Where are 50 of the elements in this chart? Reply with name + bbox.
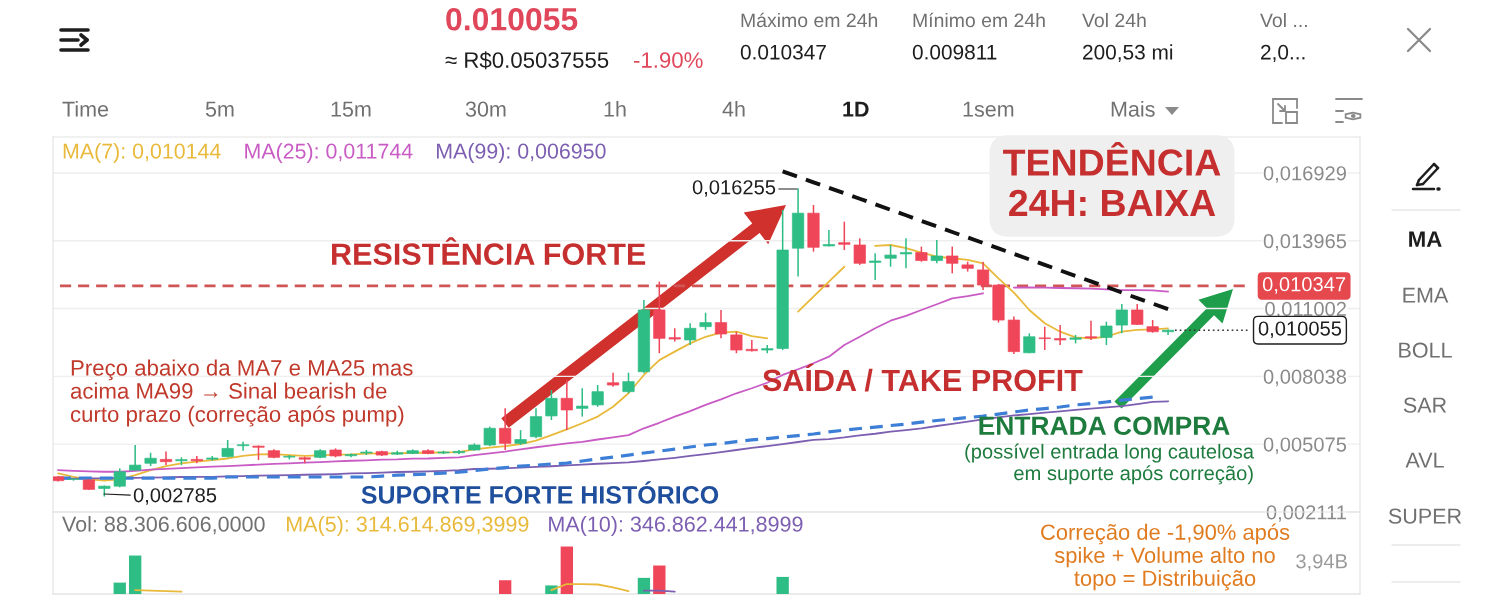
text: 1D [843, 101, 869, 117]
annotation: Correção de -1,90% após spike + Volume alto no topo = Distribuição [1041, 523, 1290, 591]
text: 5m [205, 101, 234, 117]
text: 0.009811 [912, 44, 997, 60]
text: 200,53 mi [1083, 44, 1173, 63]
text: AVL [1405, 452, 1444, 468]
ref-line-label: RESISTÊNCIA FORTE [332, 237, 646, 265]
annotation: 0,002785 [133, 488, 217, 505]
y-tick-label: 0,016929 [1263, 166, 1346, 183]
text: 1h [604, 100, 626, 117]
y-tick-label: 0,011002 [1265, 301, 1346, 319]
text: MA(7): 0,010144 [63, 143, 221, 163]
y-tick-label: 0,005075 [1263, 437, 1347, 455]
text: MA [1409, 231, 1442, 247]
text: 30m [465, 101, 506, 117]
text: 0.010347 [740, 44, 826, 60]
annotation: ENTRADA COMPRA [979, 416, 1230, 436]
y-tick-label: 0,008038 [1263, 369, 1347, 387]
text: SUPER [1388, 508, 1462, 524]
ref-line-label: 0,010055 [1258, 321, 1342, 339]
annotation: Preço abaixo da MA7 e MA25 mas acima MA99 → Sinal bearish de curto prazo (correção após pump) [70, 359, 413, 427]
text: 15m [331, 101, 371, 117]
text: Mais [1111, 100, 1155, 117]
text: 4h [722, 100, 745, 117]
annotation: SUPORTE FORTE HISTÓRICO [361, 481, 719, 504]
text: Mínimo em 24h [913, 12, 1045, 28]
y-tick-label: 0,002111 [1266, 505, 1346, 522]
text: BOLL [1399, 342, 1452, 358]
text: -1.90% [633, 52, 703, 68]
text: Vol ... [1260, 12, 1307, 28]
text: Máximo em 24h [741, 12, 878, 28]
text: Time [62, 100, 109, 117]
text: MA(5): 314.614.869,3999 [287, 515, 529, 537]
text: 0.010055 [446, 7, 578, 31]
annotation: (possível entrada long cautelosa em suporte após correção) [965, 443, 1255, 485]
text: 3,94B [1296, 554, 1347, 571]
text: MA(99): 0,006950 [437, 143, 606, 163]
text: 2,0... [1261, 44, 1305, 63]
text: Vol 24h [1082, 12, 1146, 28]
annotation: TENDÊNCIA 24H: BAIXA [1003, 141, 1221, 216]
text: 0,010347 [1262, 277, 1346, 294]
annotation: 0,016255 [692, 180, 776, 197]
text: SAR [1403, 397, 1447, 413]
series-label: Vol: 88.306.606,0000 [62, 515, 265, 535]
y-tick-label: 0,013965 [1263, 234, 1347, 251]
text: ≈ R$0.05037555 [445, 51, 609, 70]
text: EMA [1403, 287, 1449, 303]
text: MA(25): 0,011744 [245, 143, 413, 163]
text: 1sem [963, 101, 1014, 117]
text: MA(10): 346.862.441,8999 [549, 515, 803, 537]
